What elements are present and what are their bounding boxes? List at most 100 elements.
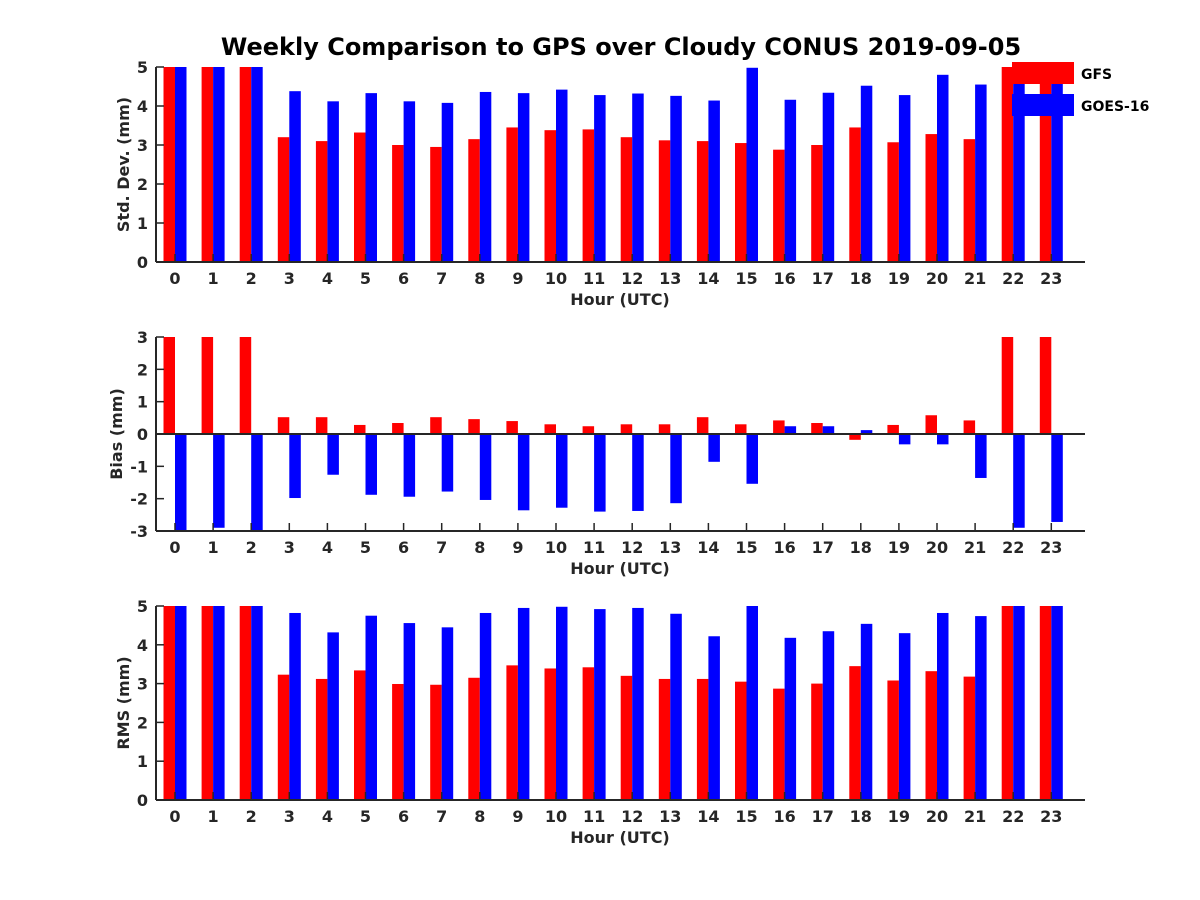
bar-goes16-hour-3 — [289, 91, 301, 263]
bar-goes16-hour-12 — [632, 93, 644, 263]
bar-gfs-hour-18 — [849, 127, 861, 262]
x-tick-label: 14 — [697, 807, 719, 826]
bar-goes16-hour-23 — [1051, 606, 1063, 800]
bar-goes16-hour-22 — [1013, 434, 1025, 528]
y-tick-label: 0 — [137, 425, 148, 444]
bar-goes16-hour-5 — [365, 93, 377, 262]
bar-goes16-hour-13 — [670, 434, 682, 504]
x-tick-label: 10 — [545, 807, 567, 826]
bar-gfs-hour-20 — [925, 415, 937, 434]
bar-goes16-hour-6 — [403, 101, 416, 262]
x-tick-label: 2 — [246, 538, 257, 557]
bar-goes16-hour-14 — [708, 100, 720, 262]
bar-goes16-hour-10 — [556, 434, 568, 508]
y-tick-label: 2 — [137, 713, 148, 732]
x-tick-label: 23 — [1040, 538, 1062, 557]
x-tick-label: 18 — [850, 807, 872, 826]
bar-goes16-hour-14 — [708, 636, 720, 800]
bar-goes16-hour-16 — [784, 426, 797, 434]
bar-goes16-hour-8 — [479, 612, 492, 800]
bar-gfs-hour-23 — [1039, 67, 1052, 262]
bar-gfs-hour-13 — [658, 140, 671, 262]
bar-goes16-hour-17 — [822, 426, 835, 434]
bar-gfs-hour-4 — [315, 141, 328, 262]
x-tick-label: 8 — [474, 538, 485, 557]
x-tick-label: 6 — [398, 269, 409, 288]
y-tick-label: 5 — [137, 58, 148, 77]
x-tick-label: 15 — [735, 807, 757, 826]
x-tick-label: 18 — [850, 538, 872, 557]
bar-goes16-hour-0 — [175, 606, 187, 800]
x-tick-label: 21 — [964, 269, 986, 288]
bar-gfs-hour-18 — [849, 434, 861, 440]
bar-gfs-hour-10 — [544, 130, 556, 262]
bar-gfs-hour-8 — [468, 677, 480, 800]
bar-goes16-hour-18 — [860, 85, 873, 262]
bar-goes16-hour-6 — [403, 623, 416, 800]
bar-gfs-hour-22 — [1001, 606, 1014, 800]
y-tick-label: 4 — [137, 97, 148, 116]
x-tick-label: 11 — [583, 538, 605, 557]
bar-gfs-hour-17 — [811, 145, 823, 262]
bar-gfs-hour-21 — [963, 139, 976, 262]
bar-gfs-hour-4 — [315, 678, 328, 800]
bar-gfs-hour-22 — [1001, 67, 1014, 262]
bar-gfs-hour-19 — [887, 424, 899, 434]
bar-goes16-hour-16 — [784, 637, 797, 800]
x-tick-label: 7 — [436, 807, 447, 826]
bar-goes16-hour-15 — [746, 606, 758, 800]
bar-goes16-hour-0 — [175, 67, 187, 262]
bar-gfs-hour-7 — [430, 417, 442, 434]
bar-gfs-hour-0 — [163, 606, 175, 800]
bar-gfs-hour-1 — [201, 67, 214, 262]
x-tick-label: 9 — [512, 269, 523, 288]
bar-gfs-hour-9 — [506, 127, 518, 262]
x-tick-label: 7 — [436, 538, 447, 557]
bar-gfs-hour-20 — [925, 134, 937, 262]
x-tick-label: 3 — [284, 807, 295, 826]
bar-goes16-hour-8 — [479, 434, 492, 500]
bar-goes16-hour-1 — [213, 67, 225, 262]
x-tick-label: 2 — [246, 269, 257, 288]
x-axis-label: Hour (UTC) — [570, 828, 670, 847]
x-tick-label: 3 — [284, 538, 295, 557]
bar-gfs-hour-23 — [1039, 337, 1052, 434]
x-tick-label: 17 — [812, 269, 834, 288]
legend-label-gfs: GFS — [1081, 67, 1112, 83]
x-tick-label: 13 — [659, 269, 681, 288]
x-tick-label: 1 — [208, 538, 219, 557]
legend-label-goes16: GOES-16 — [1081, 99, 1149, 115]
bar-goes16-hour-7 — [441, 102, 454, 262]
bar-goes16-hour-19 — [898, 633, 911, 800]
y-tick-label: -1 — [130, 457, 148, 476]
bar-gfs-hour-14 — [696, 141, 709, 262]
x-tick-label: 15 — [735, 269, 757, 288]
bar-goes16-hour-3 — [289, 434, 301, 499]
bar-gfs-hour-21 — [963, 420, 976, 434]
bar-goes16-hour-13 — [670, 95, 682, 262]
y-tick-label: 3 — [137, 328, 148, 347]
bar-gfs-hour-20 — [925, 671, 937, 800]
y-tick-label: -2 — [130, 490, 148, 509]
bar-gfs-hour-23 — [1039, 606, 1052, 800]
bar-goes16-hour-3 — [289, 612, 301, 800]
bar-gfs-hour-15 — [735, 424, 747, 434]
bar-goes16-hour-8 — [479, 91, 492, 263]
bar-gfs-hour-14 — [696, 417, 709, 434]
x-axis-label: Hour (UTC) — [570, 559, 670, 578]
bar-goes16-hour-11 — [594, 434, 606, 512]
x-tick-label: 17 — [812, 538, 834, 557]
bar-gfs-hour-15 — [735, 143, 747, 262]
bar-gfs-hour-21 — [963, 676, 976, 800]
x-tick-label: 5 — [360, 269, 371, 288]
x-tick-label: 4 — [322, 807, 333, 826]
bar-goes16-hour-15 — [746, 434, 758, 484]
x-tick-label: 20 — [926, 807, 948, 826]
x-tick-label: 1 — [208, 807, 219, 826]
bar-goes16-hour-4 — [327, 434, 339, 475]
x-tick-label: 8 — [474, 269, 485, 288]
bar-gfs-hour-2 — [239, 337, 252, 434]
